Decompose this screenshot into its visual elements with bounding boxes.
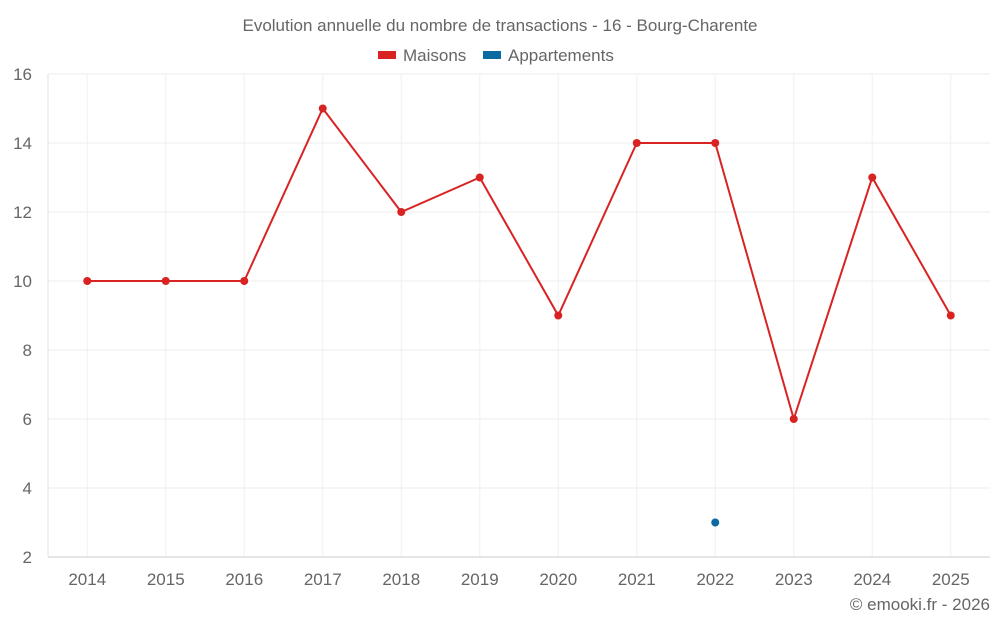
- axes: 2 4 6 8 10 12 14 16 2014 2015 2016 2017 2018 2019 2020…: [13, 65, 990, 589]
- y-tick-label: 2: [23, 548, 32, 567]
- credit: © emooki.fr - 2026: [850, 595, 990, 614]
- data-point-maisons: [318, 104, 327, 113]
- x-tick-label: 2025: [932, 570, 970, 589]
- data-point-maisons: [240, 277, 249, 285]
- data-point-maisons: [83, 277, 92, 285]
- data-point-maisons: [868, 173, 877, 182]
- x-tick-label: 2024: [853, 570, 891, 589]
- legend-label: Maisons: [403, 46, 466, 65]
- x-tick-label: 2020: [539, 570, 577, 589]
- legend: Maisons Appartements: [378, 46, 614, 65]
- series-line-maisons: [87, 106, 952, 423]
- data-point-appartements: [711, 518, 720, 527]
- x-tick-label: 2015: [147, 570, 185, 589]
- x-tick-label: 2016: [225, 570, 263, 589]
- legend-swatch: [483, 51, 501, 59]
- y-tick-label: 4: [23, 479, 32, 498]
- x-tick-label: 2017: [304, 570, 342, 589]
- data-point-maisons: [632, 139, 641, 147]
- chart-title: Evolution annuelle du nombre de transact…: [242, 16, 757, 35]
- x-tick-label: 2022: [696, 570, 734, 589]
- data-point-maisons: [397, 208, 406, 216]
- data-point-maisons: [475, 173, 484, 182]
- x-tick-label: 2023: [775, 570, 813, 589]
- data-point-maisons: [946, 311, 955, 320]
- y-tick-label: 8: [23, 341, 32, 360]
- x-tick-label: 2021: [618, 570, 656, 589]
- y-tick-label: 12: [13, 203, 32, 222]
- data-point-maisons: [161, 277, 170, 285]
- series: [83, 104, 955, 527]
- y-tick-label: 6: [23, 410, 32, 429]
- data-point-maisons: [711, 139, 720, 147]
- y-tick-label: 14: [13, 134, 32, 153]
- legend-label: Appartements: [508, 46, 614, 65]
- y-tick-label: 16: [13, 65, 32, 84]
- x-tick-label: 2014: [68, 570, 106, 589]
- x-tick-label: 2018: [382, 570, 420, 589]
- legend-swatch: [378, 51, 396, 59]
- data-point-maisons: [554, 311, 563, 320]
- data-point-maisons: [789, 415, 798, 423]
- y-tick-label: 10: [13, 272, 32, 291]
- x-tick-label: 2019: [461, 570, 499, 589]
- grid: [48, 73, 990, 558]
